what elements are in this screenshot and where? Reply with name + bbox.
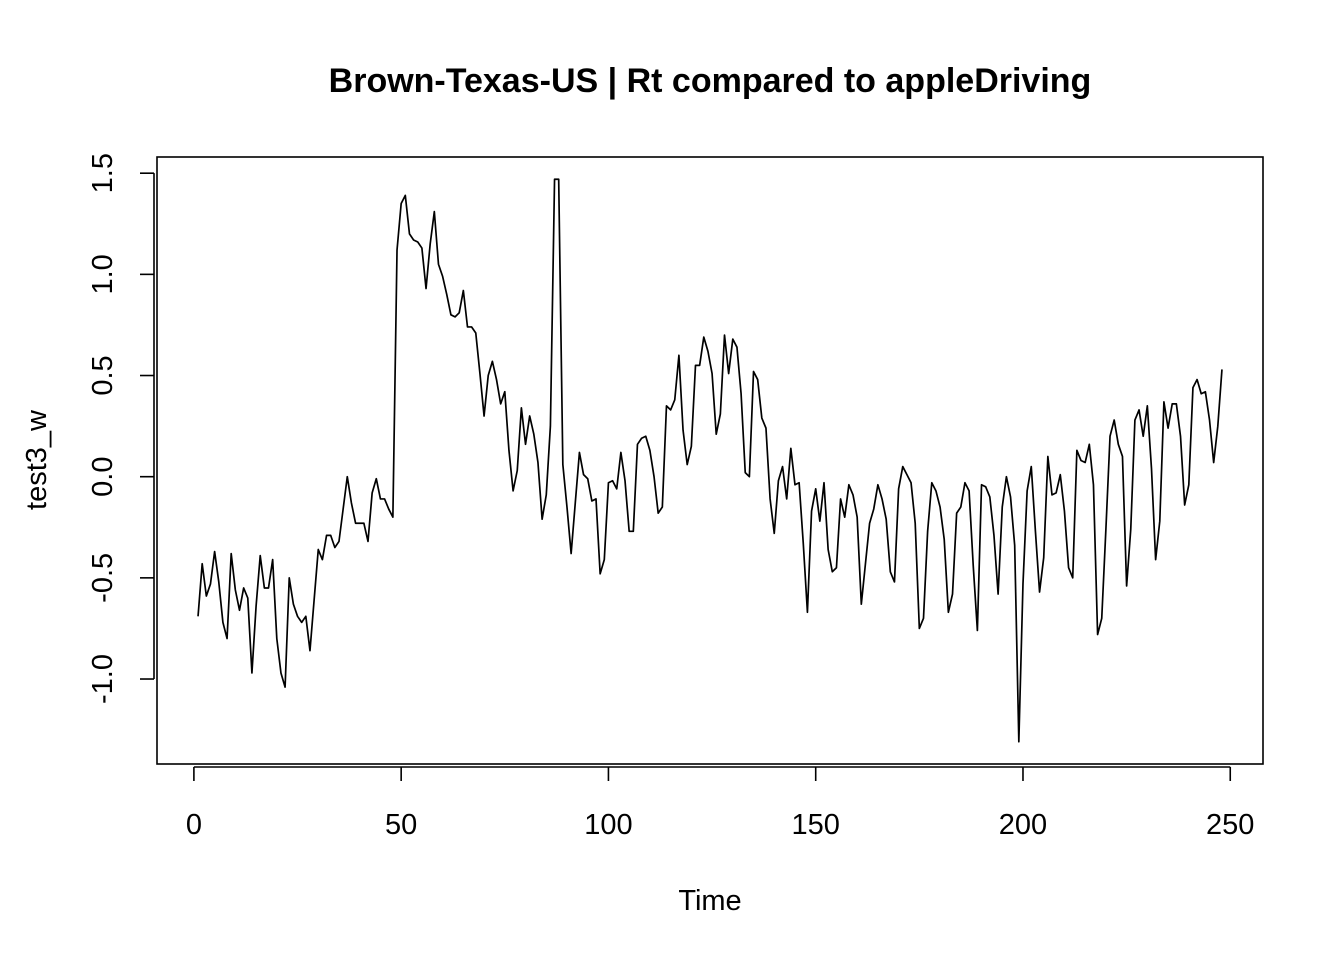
y-axis-label: test3_w: [21, 409, 53, 510]
y-tick-label: -0.5: [87, 553, 119, 603]
chart-title: Brown-Texas-US | Rt compared to appleDri…: [329, 62, 1092, 100]
y-axis: -1.0 -0.5 0.0 0.5 1.0 1.5: [87, 153, 155, 704]
x-axis-label: Time: [678, 885, 741, 917]
y-tick-label: 0.0: [87, 457, 119, 497]
y-tick-label: 1.5: [87, 153, 119, 193]
x-tick-label: 250: [1206, 809, 1254, 841]
x-axis: 0 50 100 150 200 250: [186, 766, 1254, 841]
x-tick-label: 50: [385, 809, 417, 841]
y-tick-label: -1.0: [87, 654, 119, 704]
series-line-0: [197, 178, 1223, 743]
x-tick-label: 150: [792, 809, 840, 841]
y-tick-label: 0.5: [87, 355, 119, 395]
series-layer: [197, 178, 1223, 743]
x-tick-label: 100: [584, 809, 632, 841]
x-tick-label: 0: [186, 809, 202, 841]
x-tick-label: 200: [999, 809, 1047, 841]
plot-frame: [156, 156, 1264, 765]
y-tick-label: 1.0: [87, 254, 119, 294]
